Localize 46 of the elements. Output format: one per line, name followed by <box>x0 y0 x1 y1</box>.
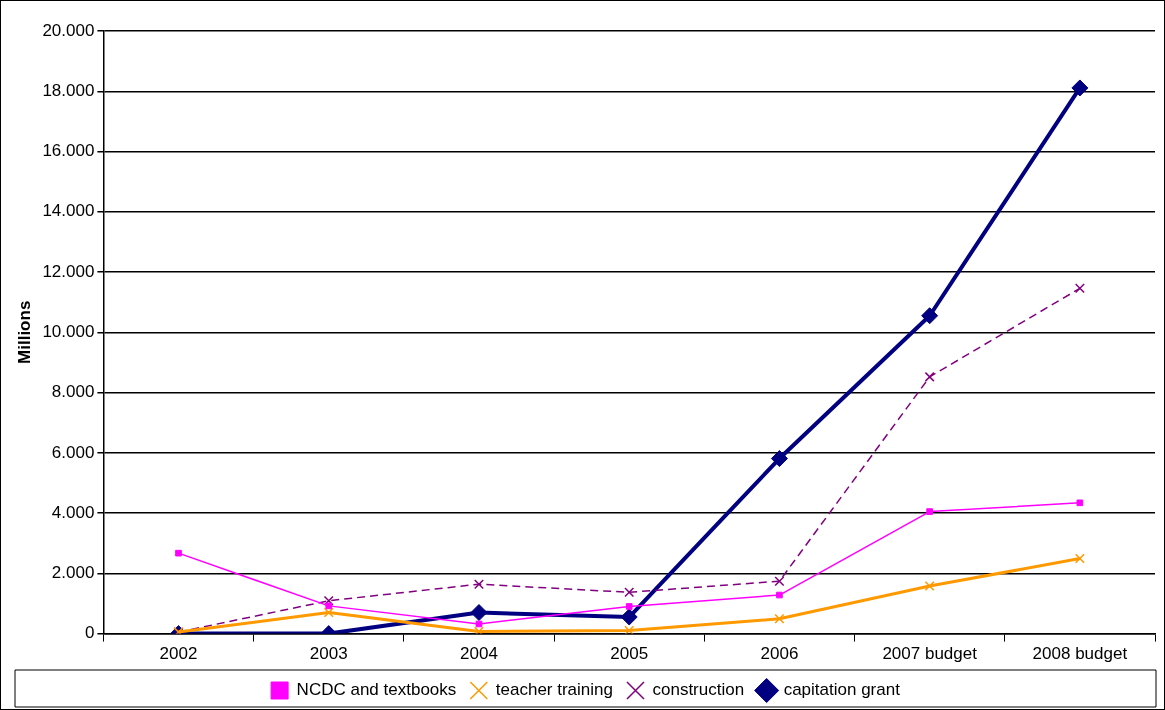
point <box>1071 79 1089 97</box>
point <box>624 587 635 598</box>
point <box>926 508 933 515</box>
y-tick-label: 18.000 <box>42 80 95 100</box>
y-tick-label: 2.000 <box>51 563 95 583</box>
point <box>473 626 484 634</box>
point <box>323 607 334 618</box>
point <box>1074 283 1085 294</box>
y-tick-label: 14.000 <box>42 201 95 221</box>
point <box>924 581 935 591</box>
y-tick-label: 16.000 <box>42 141 95 161</box>
point <box>924 371 935 382</box>
point <box>473 579 484 590</box>
point <box>475 620 483 628</box>
point <box>1074 553 1085 564</box>
point <box>774 613 785 624</box>
point <box>770 450 788 468</box>
point <box>1076 499 1084 507</box>
x-tick-label: 2008 budget <box>1032 644 1128 664</box>
x-tick-label: 2002 <box>159 644 198 664</box>
x-tick-label: 2007 budget <box>882 644 978 664</box>
x-tick-label: 2004 <box>460 644 498 664</box>
point <box>620 608 638 626</box>
point <box>776 591 783 599</box>
point <box>625 603 633 610</box>
point <box>624 625 635 634</box>
point <box>774 576 785 587</box>
y-tick-label: 20.000 <box>42 20 95 40</box>
y-tick-label: 10.000 <box>42 321 95 341</box>
legend-label: construction <box>652 680 745 700</box>
y-axis-title: Millions <box>14 300 34 364</box>
legend-label: capitation grant <box>783 680 901 700</box>
point <box>175 549 182 557</box>
x-tick-label: 2003 <box>309 644 348 664</box>
y-tick-label: 8.000 <box>51 382 95 402</box>
point <box>325 602 333 610</box>
x-tick-label: 2005 <box>610 644 649 664</box>
point <box>470 604 488 622</box>
y-tick-label: 6.000 <box>51 442 95 462</box>
x-tick-label: 2006 <box>760 644 799 664</box>
legend-label: NCDC and textbooks <box>296 680 457 700</box>
y-tick-label: 0 <box>84 623 95 643</box>
y-tick-label: 4.000 <box>51 502 95 522</box>
y-tick-label: 12.000 <box>42 261 95 281</box>
point <box>921 307 939 325</box>
legend-label: teacher training <box>495 680 613 700</box>
